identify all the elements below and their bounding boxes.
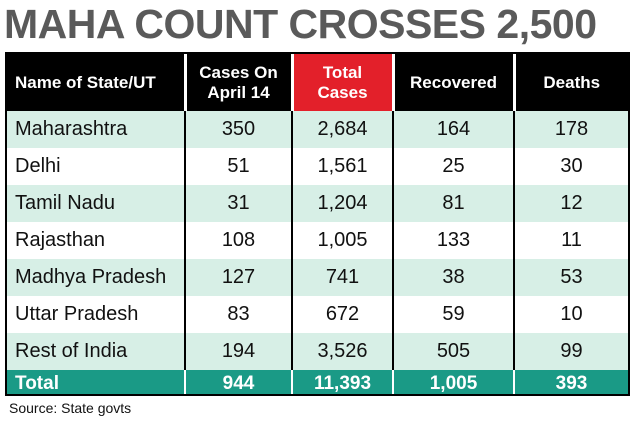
cell-cases-april-14: 51 [185,148,293,185]
cell-deaths: 99 [514,333,628,370]
cell-total-cases: 1,005 [292,222,394,259]
cell-state: Delhi [7,148,186,185]
cell-cases-april-14: 108 [185,222,293,259]
cell-total-cases: 741 [292,259,394,296]
cell-state: Uttar Pradesh [7,296,186,333]
cell-cases-april-14: 194 [185,333,293,370]
header-recovered: Recovered [393,54,516,111]
cell-state: Maharashtra [7,111,186,148]
header-row: Name of State/UT Cases On April 14 Total… [7,54,628,111]
cell-state: Tamil Nadu [7,185,186,222]
cell-deaths: 178 [514,111,628,148]
header-total-cases: Total Cases [292,54,395,111]
cell-cases-april-14: 350 [185,111,293,148]
header-deaths: Deaths [514,54,628,111]
covid-cases-table: Name of State/UT Cases On April 14 Total… [5,52,630,396]
cell-total-cases: 672 [292,296,394,333]
table-row: Rest of India 194 3,526 505 99 [7,333,628,370]
cell-recovered: 81 [393,185,515,222]
cell-recovered: 133 [393,222,515,259]
total-recovered: 1,005 [393,370,515,394]
table-footer: Total 944 11,393 1,005 393 [7,370,628,394]
cell-recovered: 38 [393,259,515,296]
headline: MAHA COUNT CROSSES 2,500 [4,1,597,47]
cell-recovered: 164 [393,111,515,148]
table-row: Uttar Pradesh 83 672 59 10 [7,296,628,333]
table-row: Maharashtra 350 2,684 164 178 [7,111,628,148]
cell-total-cases: 3,526 [292,333,394,370]
cell-deaths: 30 [514,148,628,185]
cell-cases-april-14: 83 [185,296,293,333]
cell-deaths: 53 [514,259,628,296]
cell-total-cases: 1,561 [292,148,394,185]
cell-total-cases: 1,204 [292,185,394,222]
total-total-cases: 11,393 [292,370,394,394]
total-row: Total 944 11,393 1,005 393 [7,370,628,394]
cell-recovered: 59 [393,296,515,333]
cell-state: Rajasthan [7,222,186,259]
data-table: Name of State/UT Cases On April 14 Total… [7,54,628,394]
total-cases-april-14: 944 [185,370,293,394]
cell-deaths: 10 [514,296,628,333]
table-header: Name of State/UT Cases On April 14 Total… [7,54,628,111]
cell-cases-april-14: 31 [185,185,293,222]
table-row: Rajasthan 108 1,005 133 11 [7,222,628,259]
table-row: Madhya Pradesh 127 741 38 53 [7,259,628,296]
table-row: Tamil Nadu 31 1,204 81 12 [7,185,628,222]
cell-recovered: 505 [393,333,515,370]
cell-total-cases: 2,684 [292,111,394,148]
cell-state: Rest of India [7,333,186,370]
total-label: Total [7,370,186,394]
header-cases-april-14: Cases On April 14 [185,54,294,111]
cell-cases-april-14: 127 [185,259,293,296]
source-note: Source: State govts [9,400,132,416]
table-row: Delhi 51 1,561 25 30 [7,148,628,185]
cell-deaths: 12 [514,185,628,222]
cell-deaths: 11 [514,222,628,259]
header-state: Name of State/UT [7,54,187,111]
cell-recovered: 25 [393,148,515,185]
total-deaths: 393 [514,370,628,394]
table-body: Maharashtra 350 2,684 164 178 Delhi 51 1,561 25 3… [7,111,628,370]
cell-state: Madhya Pradesh [7,259,186,296]
